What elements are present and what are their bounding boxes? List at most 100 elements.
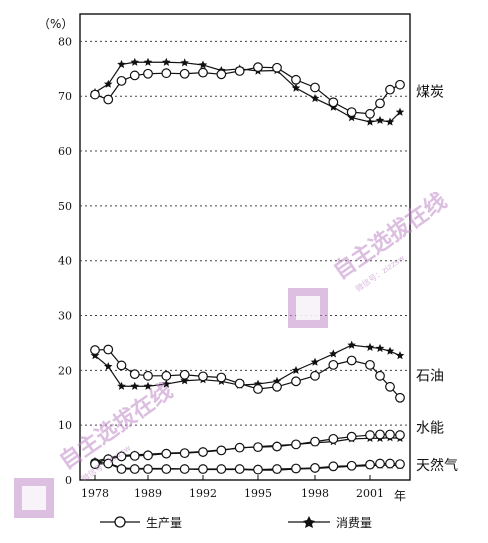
point-0-production-0 xyxy=(90,89,100,100)
point-1-consumption-4 xyxy=(143,381,153,390)
point-1-production-19 xyxy=(395,392,405,403)
point-3-production-9 xyxy=(234,464,245,474)
point-3-production-0 xyxy=(90,459,100,470)
point-2-production-14 xyxy=(328,433,339,444)
group-label-3: 天然气 xyxy=(416,457,458,474)
point-3-production-5 xyxy=(161,464,172,474)
x-tick-1995: 1995 xyxy=(244,487,272,500)
point-2-production-8 xyxy=(216,445,227,456)
point-1-production-4 xyxy=(143,370,153,381)
point-0-production-8 xyxy=(216,69,227,80)
point-1-consumption-6 xyxy=(180,376,189,385)
point-0-production-17 xyxy=(375,98,385,109)
point-2-production-4 xyxy=(143,450,153,461)
point-1-consumption-19 xyxy=(395,351,405,360)
point-1-consumption-12 xyxy=(291,365,301,374)
legend-marker-production xyxy=(114,516,126,528)
point-3-production-11 xyxy=(272,464,282,474)
point-0-production-13 xyxy=(310,82,320,93)
point-1-production-16 xyxy=(365,359,375,370)
point-0-production-7 xyxy=(198,67,208,78)
point-0-production-16 xyxy=(365,108,375,119)
point-0-production-15 xyxy=(346,107,357,118)
point-3-production-14 xyxy=(328,461,339,472)
point-0-production-12 xyxy=(291,74,301,85)
point-0-consumption-13 xyxy=(310,93,320,103)
point-3-production-2 xyxy=(116,464,127,474)
legend-label-consumption: 消费量 xyxy=(336,516,372,530)
y-tick-40: 40 xyxy=(58,255,72,268)
point-0-consumption-17 xyxy=(375,115,385,124)
point-0-production-11 xyxy=(272,62,282,73)
point-0-consumption-3 xyxy=(130,57,139,66)
point-2-production-9 xyxy=(234,442,245,453)
point-0-consumption-19 xyxy=(395,107,405,116)
point-3-production-1 xyxy=(103,458,114,469)
point-1-production-15 xyxy=(346,355,357,366)
point-0-consumption-12 xyxy=(291,83,301,92)
point-1-production-6 xyxy=(179,369,190,380)
point-0-production-1 xyxy=(103,94,114,105)
point-1-consumption-5 xyxy=(162,379,171,388)
point-3-production-3 xyxy=(129,464,140,474)
point-1-production-14 xyxy=(328,359,339,370)
group-label-1: 石油 xyxy=(416,369,444,385)
point-1-production-9 xyxy=(234,378,245,389)
point-0-production-3 xyxy=(129,70,140,81)
x-tick-labels: 1978 1989 1992 1995 1998 2001 xyxy=(81,475,384,500)
point-2-production-18 xyxy=(385,429,395,440)
point-2-production-2 xyxy=(116,451,127,462)
y-tick-50: 50 xyxy=(58,200,72,213)
point-1-production-10 xyxy=(253,384,263,394)
point-3-production-17 xyxy=(375,458,385,469)
point-1-consumption-15 xyxy=(347,340,356,349)
point-3-production-6 xyxy=(179,464,190,474)
y-tick-20: 20 xyxy=(58,364,72,377)
point-1-consumption-18 xyxy=(385,346,395,355)
point-0-production-2 xyxy=(116,75,127,86)
point-0-consumption-7 xyxy=(198,60,208,69)
point-1-consumption-0 xyxy=(90,351,100,360)
point-1-production-7 xyxy=(198,371,208,382)
point-3-production-16 xyxy=(365,459,375,470)
point-3-production-19 xyxy=(395,459,405,470)
point-2-production-16 xyxy=(365,430,375,440)
x-tick-1989: 1989 xyxy=(134,487,162,500)
point-0-consumption-16 xyxy=(365,117,375,126)
point-0-consumption-5 xyxy=(162,57,171,66)
y-tick-0: 0 xyxy=(65,474,72,487)
point-1-consumption-11 xyxy=(272,376,282,385)
point-1-production-17 xyxy=(375,370,385,381)
point-1-production-18 xyxy=(385,381,395,392)
x-tick-1992: 1992 xyxy=(189,487,217,500)
y-axis-unit: （%） xyxy=(38,17,73,31)
x-axis-unit: 年 xyxy=(394,489,406,503)
point-1-consumption-13 xyxy=(310,357,320,366)
point-1-production-2 xyxy=(116,360,127,371)
plot-frame xyxy=(79,13,411,481)
point-3-production-10 xyxy=(253,464,263,475)
point-1-consumption-16 xyxy=(365,342,375,351)
point-1-consumption-1 xyxy=(104,362,113,371)
point-0-consumption-2 xyxy=(117,59,126,69)
x-tick-1998: 1998 xyxy=(301,487,329,500)
point-3-production-7 xyxy=(198,464,208,474)
point-2-production-7 xyxy=(198,447,208,457)
point-0-production-19 xyxy=(395,79,405,90)
point-2-production-6 xyxy=(179,448,190,459)
point-1-production-1 xyxy=(103,344,114,355)
y-tick-60: 60 xyxy=(58,145,72,158)
x-tick-2001: 2001 xyxy=(356,487,384,500)
group-label-0: 煤炭 xyxy=(416,84,444,100)
legend: 生产量 消费量 xyxy=(100,516,372,530)
point-0-production-9 xyxy=(234,66,245,76)
point-0-production-5 xyxy=(161,68,172,79)
group-label-2: 水能 xyxy=(416,421,444,437)
point-2-production-5 xyxy=(161,448,172,459)
y-tick-labels: 0 10 20 30 40 50 60 70 80 xyxy=(58,35,72,487)
point-0-consumption-4 xyxy=(143,57,153,66)
point-0-production-10 xyxy=(253,62,263,73)
point-1-production-0 xyxy=(90,345,100,355)
